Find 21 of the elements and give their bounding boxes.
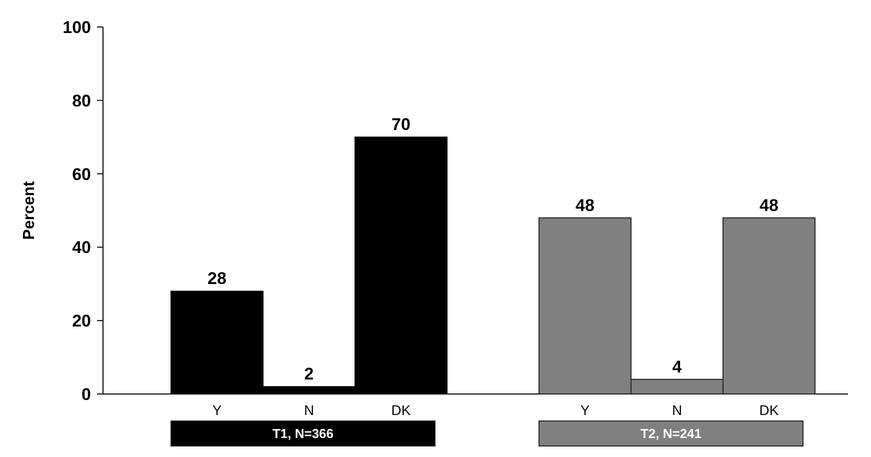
y-tick-label: 20	[72, 312, 91, 331]
x-tick-label: Y	[580, 402, 590, 418]
y-axis-title: Percent	[21, 180, 38, 240]
x-tick-label: Y	[212, 402, 222, 418]
x-tick-label: DK	[391, 402, 412, 418]
data-label: 48	[760, 196, 778, 215]
data-label: 2	[304, 364, 314, 384]
data-label: 4	[672, 357, 682, 376]
text: T1, N=366	[272, 426, 334, 442]
data-label: 70	[392, 115, 410, 134]
data-label: 28	[208, 269, 226, 288]
y-tick-label: 100	[62, 18, 91, 37]
y-tick-label: 60	[72, 164, 91, 184]
x-tick-label: N	[304, 402, 314, 418]
y-tick-label: 80	[72, 91, 91, 110]
y-tick-label: 0	[82, 384, 91, 404]
data-label: 48	[576, 196, 594, 215]
x-tick-label: DK	[759, 402, 780, 418]
x-tick-label: N	[672, 402, 682, 418]
y-tick-label: 40	[72, 238, 91, 258]
text: T2, N=241	[640, 426, 702, 442]
